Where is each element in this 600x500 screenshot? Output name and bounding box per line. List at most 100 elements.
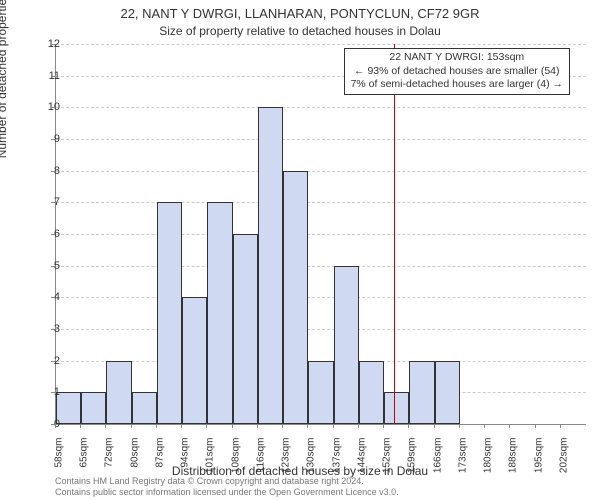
- y-tick-label: 10: [30, 101, 60, 113]
- x-tick-mark: [206, 424, 207, 428]
- grid-line: [56, 297, 586, 298]
- x-tick-mark: [383, 424, 384, 428]
- y-tick-mark: [51, 171, 55, 172]
- x-tick-label: 108sqm: [230, 438, 241, 488]
- y-tick-label: 6: [30, 228, 60, 240]
- x-tick-mark: [80, 424, 81, 428]
- x-tick-label: 202sqm: [558, 438, 569, 488]
- x-tick-label: 152sqm: [382, 438, 393, 488]
- x-tick-label: 195sqm: [533, 438, 544, 488]
- annotation-line: 22 NANT Y DWRGI: 153sqm: [351, 51, 563, 65]
- x-tick-label: 101sqm: [205, 438, 216, 488]
- x-tick-mark: [232, 424, 233, 428]
- x-tick-label: 173sqm: [457, 438, 468, 488]
- x-tick-mark: [560, 424, 561, 428]
- chart-title-sub: Size of property relative to detached ho…: [0, 24, 600, 38]
- x-tick-mark: [484, 424, 485, 428]
- y-tick-mark: [51, 139, 55, 140]
- grid-line: [56, 266, 586, 267]
- x-tick-label: 137sqm: [331, 438, 342, 488]
- histogram-bar: [384, 392, 409, 424]
- grid-line: [56, 329, 586, 330]
- x-tick-label: 116sqm: [255, 438, 266, 488]
- y-tick-label: 5: [30, 260, 60, 272]
- histogram-bar: [106, 361, 131, 424]
- marker-annotation: 22 NANT Y DWRGI: 153sqm← 93% of detached…: [344, 48, 570, 95]
- plot-area: 22 NANT Y DWRGI: 153sqm← 93% of detached…: [55, 44, 586, 425]
- x-tick-label: 80sqm: [129, 438, 140, 488]
- histogram-bar: [233, 234, 258, 424]
- x-tick-label: 159sqm: [407, 438, 418, 488]
- x-tick-mark: [257, 424, 258, 428]
- grid-line: [56, 234, 586, 235]
- grid-line: [56, 202, 586, 203]
- histogram-bar: [207, 202, 232, 424]
- x-tick-mark: [358, 424, 359, 428]
- histogram-bar: [435, 361, 460, 424]
- annotation-line: 7% of semi-detached houses are larger (4…: [351, 78, 563, 92]
- x-tick-label: 58sqm: [54, 438, 65, 488]
- y-tick-label: 12: [30, 38, 60, 50]
- histogram-bar: [157, 202, 182, 424]
- y-tick-label: 8: [30, 165, 60, 177]
- x-tick-mark: [333, 424, 334, 428]
- x-tick-mark: [181, 424, 182, 428]
- y-tick-label: 9: [30, 133, 60, 145]
- x-tick-mark: [131, 424, 132, 428]
- y-tick-mark: [51, 266, 55, 267]
- footer-line-2: Contains public sector information licen…: [55, 487, 399, 498]
- y-tick-label: 7: [30, 196, 60, 208]
- x-tick-mark: [307, 424, 308, 428]
- y-tick-mark: [51, 234, 55, 235]
- histogram-bar: [359, 361, 384, 424]
- x-tick-mark: [509, 424, 510, 428]
- grid-line: [56, 107, 586, 108]
- histogram-bar: [258, 107, 283, 424]
- x-tick-label: 130sqm: [306, 438, 317, 488]
- y-tick-label: 4: [30, 291, 60, 303]
- y-axis-label: Number of detached properties: [0, 0, 9, 158]
- x-tick-mark: [156, 424, 157, 428]
- y-tick-mark: [51, 392, 55, 393]
- y-tick-mark: [51, 202, 55, 203]
- annotation-line: ← 93% of detached houses are smaller (54…: [351, 65, 563, 79]
- x-tick-mark: [408, 424, 409, 428]
- y-tick-mark: [51, 107, 55, 108]
- x-tick-label: 180sqm: [483, 438, 494, 488]
- x-tick-label: 94sqm: [180, 438, 191, 488]
- y-tick-label: 2: [30, 355, 60, 367]
- x-tick-label: 166sqm: [432, 438, 443, 488]
- histogram-bar: [132, 392, 157, 424]
- x-tick-label: 87sqm: [154, 438, 165, 488]
- x-tick-label: 72sqm: [104, 438, 115, 488]
- histogram-chart: 22, NANT Y DWRGI, LLANHARAN, PONTYCLUN, …: [0, 0, 600, 500]
- marker-line: [394, 44, 395, 424]
- x-tick-mark: [535, 424, 536, 428]
- chart-title-main: 22, NANT Y DWRGI, LLANHARAN, PONTYCLUN, …: [0, 6, 600, 21]
- x-tick-mark: [282, 424, 283, 428]
- histogram-bar: [283, 171, 308, 424]
- y-tick-mark: [51, 361, 55, 362]
- histogram-bar: [182, 297, 207, 424]
- x-tick-label: 144sqm: [356, 438, 367, 488]
- x-tick-mark: [434, 424, 435, 428]
- histogram-bar: [81, 392, 106, 424]
- histogram-bar: [409, 361, 434, 424]
- grid-line: [56, 171, 586, 172]
- y-tick-mark: [51, 329, 55, 330]
- x-tick-label: 65sqm: [79, 438, 90, 488]
- grid-line: [56, 44, 586, 45]
- y-tick-mark: [51, 44, 55, 45]
- y-tick-mark: [51, 76, 55, 77]
- x-tick-mark: [55, 424, 56, 428]
- x-tick-label: 123sqm: [281, 438, 292, 488]
- y-tick-label: 3: [30, 323, 60, 335]
- x-tick-mark: [459, 424, 460, 428]
- grid-line: [56, 139, 586, 140]
- x-tick-mark: [105, 424, 106, 428]
- y-tick-label: 11: [30, 70, 60, 82]
- y-tick-mark: [51, 297, 55, 298]
- x-tick-label: 188sqm: [508, 438, 519, 488]
- histogram-bar: [334, 266, 359, 424]
- y-tick-label: 1: [30, 386, 60, 398]
